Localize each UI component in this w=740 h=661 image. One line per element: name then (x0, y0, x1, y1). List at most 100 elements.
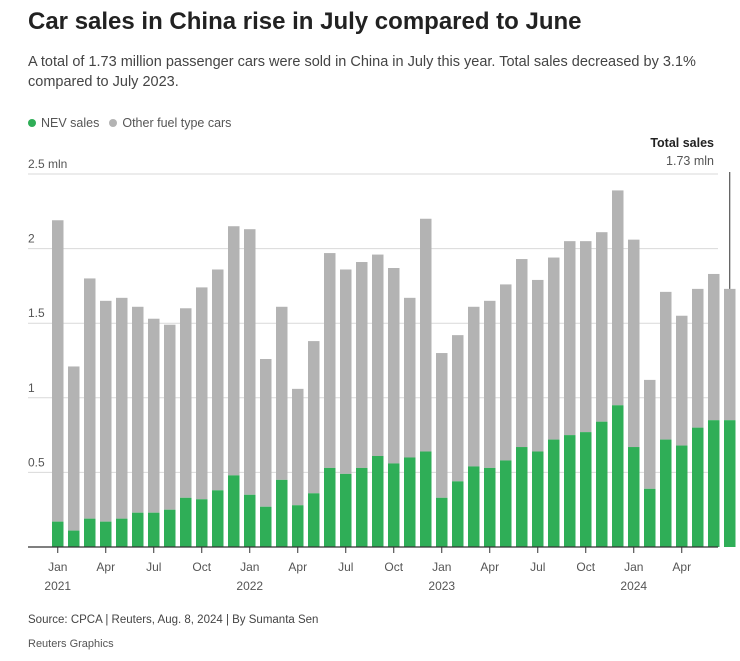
bar-nev (356, 467, 368, 547)
x-year-label: 2022 (236, 579, 263, 593)
chart-subtitle: A total of 1.73 million passenger cars w… (28, 54, 696, 90)
bar-other-fuel (468, 306, 480, 467)
bar-nev (308, 493, 320, 547)
bar-nev (228, 475, 240, 547)
bar-other-fuel (388, 267, 400, 464)
y-tick-label: 2.5 mln (28, 157, 67, 171)
bar-nev (148, 512, 160, 547)
bar-nev (164, 509, 176, 547)
bar-nev (340, 473, 352, 547)
bar-other-fuel (164, 324, 176, 510)
bar-other-fuel (180, 308, 192, 498)
bar-other-fuel (596, 232, 608, 422)
annotation-title: Total sales (650, 136, 714, 150)
legend-swatch-nev (28, 119, 36, 127)
bar-nev (68, 530, 80, 547)
x-year-label: 2023 (428, 579, 455, 593)
annotation-value: 1.73 mln (666, 154, 714, 168)
bar-other-fuel (116, 297, 128, 519)
bar-nev (100, 521, 112, 547)
bar-nev (436, 497, 448, 547)
x-tick-label: Apr (672, 560, 691, 574)
bar-nev (484, 467, 496, 547)
legend-swatch-other (109, 119, 118, 127)
bar-other-fuel (612, 190, 624, 406)
bar-other-fuel (132, 306, 144, 513)
x-tick-label: Jan (432, 560, 451, 574)
bar-other-fuel (100, 300, 112, 522)
bar-other-fuel (452, 335, 464, 482)
bar-other-fuel (580, 241, 592, 433)
x-tick-label: Apr (288, 560, 307, 574)
bar-nev (292, 505, 304, 547)
x-tick-label: Oct (576, 560, 595, 574)
legend-label-nev: NEV sales (41, 116, 100, 130)
bar-nev (52, 521, 64, 547)
x-tick-label: Jul (338, 560, 353, 574)
x-tick-label: Oct (192, 560, 211, 574)
bar-nev (452, 481, 464, 547)
bar-nev (516, 447, 528, 547)
bar-nev (372, 455, 384, 547)
bar-other-fuel (52, 220, 64, 522)
bar-nev (580, 432, 592, 547)
x-tick-label: Jan (624, 560, 643, 574)
x-tick-label: Jul (146, 560, 161, 574)
bar-other-fuel (500, 284, 512, 461)
bar-nev (692, 427, 704, 547)
bar-nev (628, 447, 640, 547)
bar-nev (644, 488, 656, 547)
bar-nev (244, 494, 256, 547)
bar-nev (708, 420, 720, 547)
bar-other-fuel (548, 257, 560, 440)
bar-nev (260, 506, 272, 547)
x-tick-label: Apr (480, 560, 499, 574)
bar-other-fuel (692, 288, 704, 428)
source-note: Source: CPCA | Reuters, Aug. 8, 2024 | B… (28, 614, 319, 626)
bar-nev (276, 479, 288, 547)
bar-nev (596, 421, 608, 547)
bar-other-fuel (244, 229, 256, 495)
bar-other-fuel (356, 262, 368, 468)
legend-label-other: Other fuel type cars (122, 116, 232, 130)
x-tick-label: Jan (240, 560, 259, 574)
y-tick-label: 2 (28, 232, 35, 246)
bar-nev (660, 439, 672, 547)
x-year-label: 2024 (620, 579, 647, 593)
bar-other-fuel (644, 379, 656, 489)
bar-nev (500, 460, 512, 547)
bar-other-fuel (148, 318, 160, 513)
bar-nev (420, 451, 432, 547)
bar-nev (404, 457, 416, 547)
bar-other-fuel (228, 226, 240, 476)
legend: NEV sales Other fuel type cars (28, 116, 241, 130)
bar-nev (84, 518, 96, 547)
bar-other-fuel (420, 218, 432, 452)
bar-other-fuel (676, 315, 688, 446)
stacked-bar-chart: 0.5 1 1.5 2 2.5 mln Jan 2021 Apr Jul Oct Jan 2022 Ap… (28, 136, 736, 593)
y-tick-label: 0.5 (28, 455, 45, 469)
x-tick-label: Jul (530, 560, 545, 574)
x-tick-label: Oct (384, 560, 403, 574)
bar-nev (132, 512, 144, 547)
bar-nev (196, 499, 208, 547)
bar-other-fuel (260, 359, 272, 507)
bar-other-fuel (628, 239, 640, 448)
y-tick-label: 1 (28, 381, 35, 395)
bar-other-fuel (212, 269, 224, 491)
bar-nev (324, 467, 336, 547)
bar-nev (532, 451, 544, 547)
bar-nev (612, 405, 624, 547)
bar-nev (468, 466, 480, 547)
bar-other-fuel (84, 278, 96, 519)
bar-nev (212, 490, 224, 547)
bar-other-fuel (340, 269, 352, 474)
legend-item-nev: NEV sales (28, 116, 99, 130)
bar-other-fuel (708, 273, 720, 421)
y-tick-label: 1.5 (28, 306, 45, 320)
bar-other-fuel (436, 353, 448, 498)
bar-other-fuel (532, 279, 544, 452)
bar-other-fuel (404, 297, 416, 458)
chart-title: Car sales in China rise in July compared… (28, 8, 582, 35)
bar-other-fuel (660, 291, 672, 440)
